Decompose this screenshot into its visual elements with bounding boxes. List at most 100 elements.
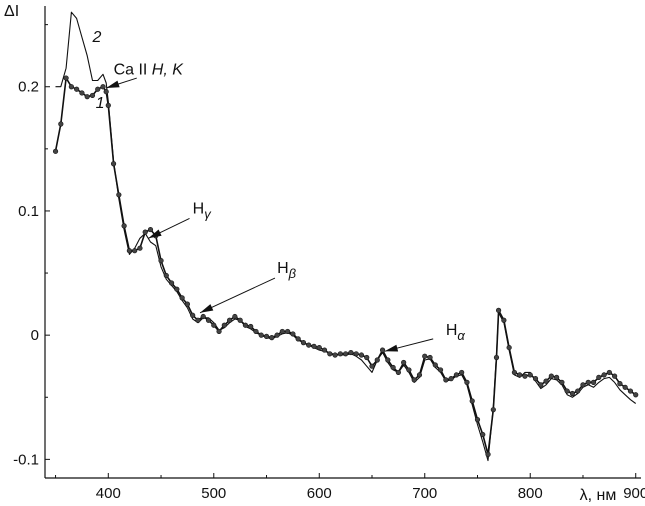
annotation-arrow-head [148, 229, 162, 239]
series-1-point [327, 351, 333, 357]
series-1-point [385, 357, 391, 363]
series-1-point [211, 322, 217, 328]
annotation-label-text: Ca II [114, 61, 152, 78]
series-1-point [306, 342, 312, 348]
series-1-point [559, 379, 565, 385]
series-1-point [511, 369, 518, 376]
series-1-point [168, 280, 175, 286]
series-1-point [84, 94, 90, 100]
series-2 [55, 11, 637, 462]
series-1-point [137, 245, 143, 251]
annotation-label-italic: H, K [152, 61, 184, 78]
series-1-point [195, 317, 201, 323]
annotation-label-text: H [193, 200, 205, 217]
series-1-point [332, 352, 338, 358]
annotation-label-text: H [277, 260, 289, 277]
series-1-point [179, 295, 185, 301]
annotation-label-subscript: α [457, 328, 465, 343]
series-1-point [432, 362, 438, 368]
series-1-point [295, 336, 301, 342]
series-1-point [633, 392, 639, 398]
series-1-point [569, 390, 576, 397]
y-tick-label: 0 [31, 327, 39, 344]
series-1-point [379, 347, 386, 353]
x-tick-label: 500 [201, 485, 226, 502]
series-1-point [343, 351, 349, 357]
series-1-point [290, 331, 296, 337]
y-tick-label: 0.1 [18, 203, 39, 220]
series-1-point [501, 317, 507, 323]
series-1-point [369, 363, 375, 369]
series-1-point [285, 328, 291, 335]
series-1-point [89, 92, 96, 99]
series-1-point [490, 407, 496, 413]
series-1-point [142, 229, 148, 235]
series-1-point [585, 379, 591, 385]
series-1-point [190, 312, 196, 318]
series-1-point [200, 313, 206, 320]
series-1-point [221, 322, 227, 328]
series-1-point [395, 369, 401, 376]
series-1-point [422, 353, 428, 359]
x-tick-label: 800 [518, 485, 543, 502]
series-1-point [485, 451, 491, 458]
annotation-arrow-line [199, 277, 276, 314]
series-2-line [55, 11, 637, 462]
series-1-point [253, 328, 259, 335]
series-1-point [448, 376, 454, 382]
y-tick-label: 0.2 [18, 79, 39, 96]
series-labels: 12 [91, 29, 104, 112]
annotation-arrow-head [384, 344, 399, 352]
series-1-point [105, 102, 111, 108]
series-1-point [348, 349, 354, 356]
series-1-point [74, 86, 80, 92]
series-1-line [54, 77, 637, 456]
series-1-point [132, 248, 138, 254]
series-1-point [184, 301, 191, 307]
series-1-point [543, 378, 549, 384]
series-1-point [58, 121, 64, 127]
series-1-point [227, 317, 233, 323]
series-1-point [205, 317, 212, 323]
series-1-point [79, 90, 85, 96]
series-1-point [321, 347, 328, 353]
axes [44, 6, 641, 479]
series-1-point [263, 333, 270, 340]
annotation-label: Ca II H, K [114, 61, 185, 78]
series-1-point [495, 307, 502, 313]
series-1-point [406, 367, 412, 373]
series-1-point [316, 344, 322, 351]
annotation-label-subscript: β [288, 266, 297, 281]
annotation-arrow-head [106, 80, 120, 88]
annotation-label: Hβ [277, 260, 297, 281]
series-1-point [464, 379, 470, 385]
series-1-point [596, 374, 602, 380]
series-1-point [612, 373, 618, 379]
series-1-point [68, 84, 74, 90]
series-1-point [627, 388, 634, 394]
series-1-point [216, 328, 222, 335]
series-1-point [437, 367, 444, 373]
series-1-point [52, 148, 59, 154]
series-1-point [110, 161, 117, 167]
series-1-point [575, 388, 581, 394]
series-1-point [416, 372, 423, 378]
x-ticks: 400 500 600 700 800 900 [55, 473, 645, 502]
series-1-point [548, 373, 554, 379]
series-1-point [580, 382, 586, 388]
series-1-point [121, 223, 127, 229]
series-1-point [622, 384, 628, 390]
series-1-point [100, 84, 106, 90]
series-1-point [147, 226, 154, 233]
series-1-point [63, 75, 69, 81]
series-label-1: 1 [96, 95, 105, 112]
series-1-point [258, 332, 264, 338]
x-tick-label: 700 [412, 485, 437, 502]
x-axis-title: λ, нм [580, 487, 617, 504]
series-1-point [300, 340, 307, 346]
series-1-point [538, 382, 544, 388]
series-1-point [242, 322, 249, 328]
series-1-point [163, 272, 169, 279]
annotation-label: Hγ [193, 200, 213, 221]
